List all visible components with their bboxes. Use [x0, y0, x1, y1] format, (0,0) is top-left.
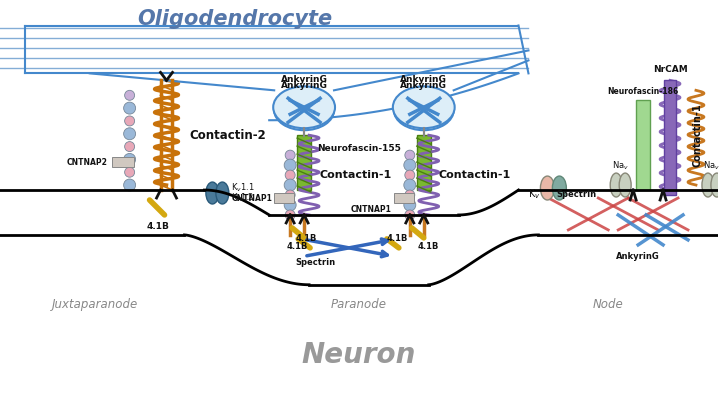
Text: CNTNAP1: CNTNAP1	[231, 194, 272, 203]
Bar	[664, 80, 676, 195]
Text: K$_v$: K$_v$	[528, 187, 541, 201]
Text: Na$_v$: Na$_v$	[612, 160, 629, 172]
Text: K$_v$1.2: K$_v$1.2	[231, 192, 255, 204]
Circle shape	[125, 90, 135, 100]
Ellipse shape	[274, 90, 334, 130]
Circle shape	[405, 170, 415, 180]
Text: Contactin-1: Contactin-1	[693, 103, 703, 167]
Text: AnkyrinG: AnkyrinG	[400, 81, 447, 90]
Circle shape	[124, 179, 135, 191]
Ellipse shape	[611, 173, 622, 197]
Circle shape	[285, 170, 295, 180]
Circle shape	[285, 190, 295, 200]
Circle shape	[124, 128, 135, 140]
Text: Spectrin: Spectrin	[557, 190, 596, 199]
Ellipse shape	[206, 182, 219, 204]
Bar	[297, 135, 311, 190]
Text: 4.1B: 4.1B	[147, 222, 169, 231]
Circle shape	[125, 116, 135, 126]
Text: AnkyrinG: AnkyrinG	[616, 252, 660, 261]
Circle shape	[405, 190, 415, 200]
Text: Neurofascin-155: Neurofascin-155	[317, 144, 401, 153]
Circle shape	[285, 150, 295, 160]
Text: AnkyrinG: AnkyrinG	[281, 81, 328, 90]
Text: Paranode: Paranode	[331, 298, 387, 311]
Text: Neurofascin-186: Neurofascin-186	[608, 87, 679, 96]
Ellipse shape	[711, 173, 720, 197]
Text: Juxtaparanode: Juxtaparanode	[52, 298, 138, 311]
Ellipse shape	[394, 90, 454, 130]
Circle shape	[404, 199, 415, 211]
Text: 4.1B: 4.1B	[286, 242, 307, 251]
Text: Oligodendrocyte: Oligodendrocyte	[137, 8, 332, 28]
Ellipse shape	[541, 176, 554, 200]
Circle shape	[125, 142, 135, 152]
Ellipse shape	[216, 182, 229, 204]
Circle shape	[404, 179, 415, 191]
Bar	[394, 193, 414, 203]
Text: Contactin-1: Contactin-1	[319, 170, 391, 180]
Bar	[274, 193, 294, 203]
Bar	[636, 100, 650, 190]
Circle shape	[405, 150, 415, 160]
Text: Spectrin: Spectrin	[295, 258, 336, 267]
Circle shape	[284, 159, 296, 171]
Ellipse shape	[552, 176, 567, 200]
Ellipse shape	[619, 173, 631, 197]
Circle shape	[284, 179, 296, 191]
Text: Node: Node	[593, 298, 624, 311]
Ellipse shape	[702, 173, 714, 197]
Text: Contactin-2: Contactin-2	[189, 129, 266, 142]
Circle shape	[285, 210, 295, 220]
Text: Na$_v$: Na$_v$	[703, 160, 720, 172]
Text: Neuron: Neuron	[302, 341, 416, 369]
Ellipse shape	[393, 86, 454, 128]
Bar	[417, 135, 431, 190]
Circle shape	[284, 199, 296, 211]
Bar	[112, 157, 134, 167]
Text: K$_v$1.1: K$_v$1.1	[231, 182, 255, 194]
Text: CNTNAP2: CNTNAP2	[67, 158, 108, 167]
Text: CNTNAP1: CNTNAP1	[351, 205, 392, 215]
Circle shape	[405, 210, 415, 220]
Circle shape	[124, 102, 135, 114]
Text: AnkyrinG: AnkyrinG	[400, 75, 447, 84]
Text: 4.1B: 4.1B	[295, 234, 317, 243]
Circle shape	[124, 154, 135, 165]
Circle shape	[125, 167, 135, 177]
Circle shape	[404, 159, 415, 171]
Text: AnkyrinG: AnkyrinG	[281, 75, 328, 84]
Text: NrCAM: NrCAM	[652, 65, 688, 74]
Text: 4.1B: 4.1B	[387, 234, 408, 243]
Text: 4.1B: 4.1B	[418, 242, 439, 251]
Text: Contactin-1: Contactin-1	[438, 170, 511, 180]
Ellipse shape	[273, 86, 335, 128]
